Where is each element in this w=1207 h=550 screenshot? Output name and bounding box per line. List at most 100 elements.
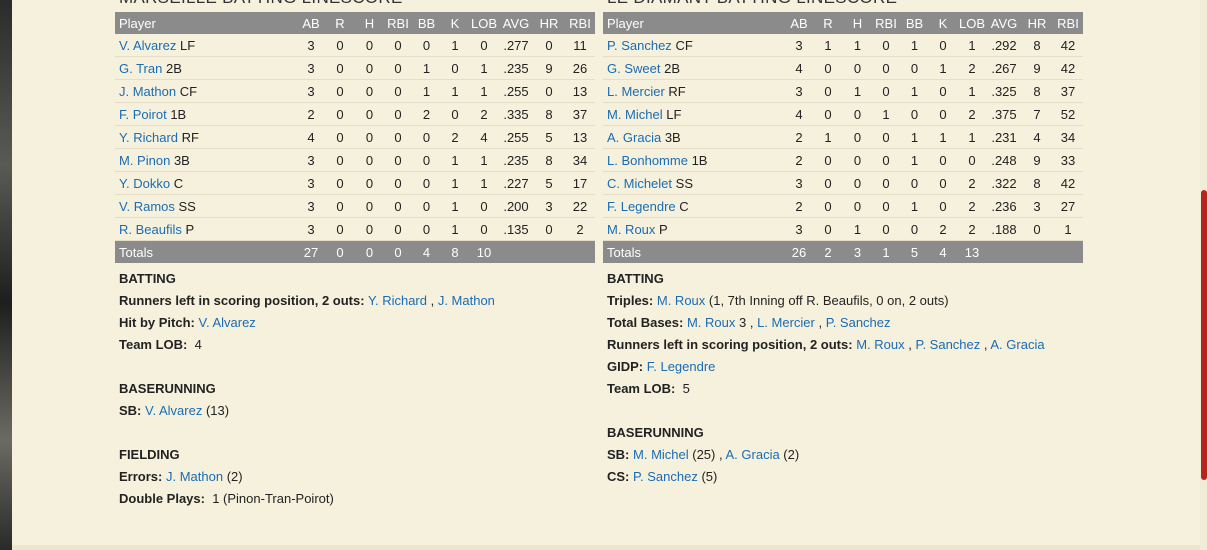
position: SS xyxy=(178,198,196,214)
player-link[interactable]: A. Gracia xyxy=(607,129,662,145)
player-cell: L. Bonhomme 1B xyxy=(603,148,785,172)
stat-cell: .375 xyxy=(987,102,1021,126)
column-header: RBI xyxy=(565,12,595,34)
player-cell: G. Tran 2B xyxy=(115,56,297,80)
player-cell: V. Ramos SS xyxy=(115,194,297,218)
stat-cell: 0 xyxy=(813,194,843,218)
stat-cell: 0 xyxy=(900,171,929,195)
scrollbar-thumb[interactable] xyxy=(1201,190,1207,480)
player-link[interactable]: R. Beaufils xyxy=(119,221,182,237)
stat-cell: 1 xyxy=(441,171,469,195)
player-link[interactable]: Y. Dokko xyxy=(119,175,171,191)
player-cell: G. Sweet 2B xyxy=(603,56,785,80)
stat-cell: 13 xyxy=(565,79,595,103)
position: 3B xyxy=(664,129,681,145)
stat-cell: 1 xyxy=(1053,217,1083,241)
note-line: Runners left in scoring position, 2 outs… xyxy=(119,290,595,312)
player-link[interactable]: G. Sweet xyxy=(607,60,661,76)
note-text: 5 xyxy=(679,381,690,396)
player-cell: Y. Richard RF xyxy=(115,125,297,149)
note-label: SB: xyxy=(119,403,142,418)
stat-cell: 0 xyxy=(355,148,384,172)
player-link[interactable]: M. Roux xyxy=(856,337,905,352)
note-label: Runners left in scoring position, 2 outs… xyxy=(119,293,365,308)
batting-table: Player AB R H RBI BB K LOB AVG HR RBI V. Alvarez LF… xyxy=(115,12,595,263)
player-link[interactable]: M. Pinon xyxy=(119,152,171,168)
totals-cell-empty xyxy=(565,240,595,263)
stat-cell: 1 xyxy=(441,217,469,241)
stat-cell: .255 xyxy=(499,79,533,103)
stat-cell: 1 xyxy=(469,79,499,103)
stat-cell: .267 xyxy=(987,56,1021,80)
player-link[interactable]: M. Michel xyxy=(607,106,663,122)
player-link[interactable]: P. Sanchez xyxy=(633,469,698,484)
stat-cell: 3 xyxy=(297,171,325,195)
player-link[interactable]: P. Sanchez xyxy=(915,337,981,352)
player-link[interactable]: M. Roux xyxy=(607,221,656,237)
stat-cell: 52 xyxy=(1053,102,1083,126)
player-link[interactable]: V. Alvarez xyxy=(119,37,177,53)
stat-cell: 0 xyxy=(412,125,441,149)
stat-cell: 0 xyxy=(843,171,872,195)
player-row: P. Sanchez CF 3 1 1 0 1 0 1.292 8 42 xyxy=(603,34,1083,57)
stat-cell: 0 xyxy=(813,79,843,103)
note-line: SB: M. Michel (25) , A. Gracia (2) xyxy=(607,444,1083,466)
player-link[interactable]: M. Roux xyxy=(656,293,706,308)
player-link[interactable]: M. Michel xyxy=(633,447,689,462)
note-text: (1, 7th Inning off R. Beaufils, 0 on, 2 … xyxy=(705,293,949,308)
stat-cell: 13 xyxy=(565,125,595,149)
player-link[interactable]: F. Legendre xyxy=(607,198,676,214)
player-link[interactable]: V. Ramos xyxy=(119,198,175,214)
player-link[interactable]: A. Gracia xyxy=(990,337,1045,352)
note-text: 3 , xyxy=(735,315,758,330)
stat-cell: 2 xyxy=(957,56,987,80)
player-link[interactable]: M. Roux xyxy=(686,315,736,330)
totals-cell: 10 xyxy=(469,240,499,263)
stat-cell: 0 xyxy=(533,79,565,103)
spacer xyxy=(119,422,595,444)
stat-cell: 0 xyxy=(355,79,384,103)
player-link[interactable]: V. Alvarez xyxy=(145,403,203,418)
stat-cell: 3 xyxy=(785,171,813,195)
player-link[interactable]: Y. Richard xyxy=(367,293,427,308)
player-link[interactable]: V. Alvarez xyxy=(198,315,256,330)
player-link[interactable]: F. Legendre xyxy=(646,359,716,374)
stat-cell: 0 xyxy=(900,102,929,126)
position: 1B xyxy=(170,106,187,122)
note-text: 4 xyxy=(191,337,202,352)
stat-cell: 0 xyxy=(355,102,384,126)
player-link[interactable]: L. Mercier xyxy=(757,315,815,330)
stat-cell: 0 xyxy=(843,125,872,149)
player-link[interactable]: C. Michelet xyxy=(607,175,673,191)
stat-cell: 1 xyxy=(900,148,929,172)
stat-cell: .200 xyxy=(499,194,533,218)
stat-cell: 3 xyxy=(785,79,813,103)
totals-cell: 26 xyxy=(785,240,813,263)
stat-cell: 8 xyxy=(1021,171,1053,195)
note-line: Errors: J. Mathon (2) xyxy=(119,466,595,488)
player-link[interactable]: J. Mathon xyxy=(437,293,495,308)
note-line: CS: P. Sanchez (5) xyxy=(607,466,1083,488)
player-link[interactable]: J. Mathon xyxy=(119,83,177,99)
stat-cell: 8 xyxy=(533,102,565,126)
stat-cell: 33 xyxy=(1053,148,1083,172)
player-link[interactable]: F. Poirot xyxy=(119,106,167,122)
player-link[interactable]: P. Sanchez xyxy=(607,37,672,53)
player-link[interactable]: P. Sanchez xyxy=(825,315,891,330)
position: C xyxy=(679,198,689,214)
player-link[interactable]: G. Tran xyxy=(119,60,163,76)
player-link[interactable]: A. Gracia xyxy=(725,447,780,462)
player-link[interactable]: L. Bonhomme xyxy=(607,152,688,168)
column-header: R xyxy=(813,12,843,34)
stat-cell: .325 xyxy=(987,79,1021,103)
stat-cell: 1 xyxy=(929,56,957,80)
position: LF xyxy=(179,37,196,53)
header-row: Player AB R H RBI BB K LOB AVG HR RBI xyxy=(603,12,1083,34)
totals-cell: 2 xyxy=(813,240,843,263)
player-link[interactable]: Y. Richard xyxy=(119,129,179,145)
player-link[interactable]: L. Mercier xyxy=(607,83,665,99)
player-link[interactable]: J. Mathon xyxy=(165,469,224,484)
section-heading: BASERUNNING xyxy=(607,422,1083,444)
stat-cell: 1 xyxy=(843,34,872,57)
stat-cell: 0 xyxy=(872,217,900,241)
